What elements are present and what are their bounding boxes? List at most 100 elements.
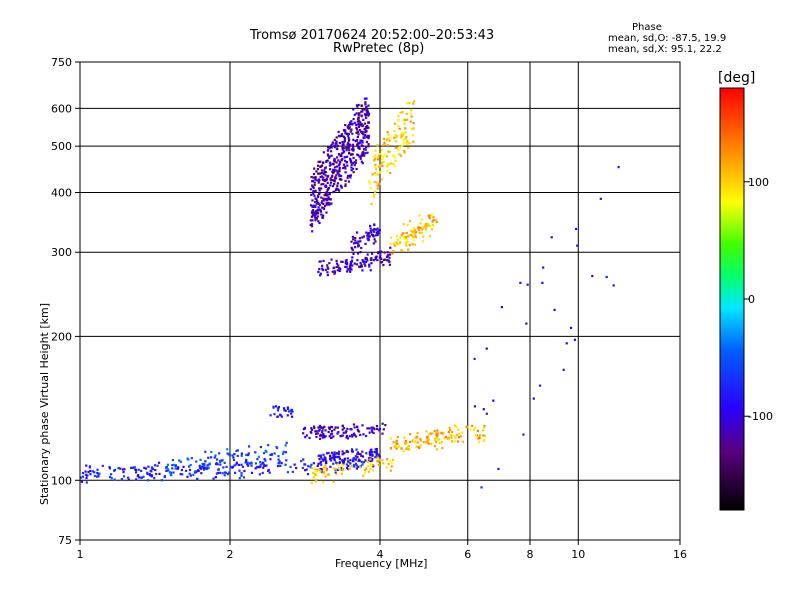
data-point [342, 150, 346, 153]
data-point [208, 462, 211, 465]
data-point [334, 142, 337, 145]
data-point [346, 164, 349, 167]
data-point [394, 159, 397, 162]
data-point [365, 452, 368, 455]
data-point [328, 155, 331, 158]
data-point [341, 260, 344, 264]
data-point [256, 458, 259, 461]
x-tick-label: 8 [527, 548, 534, 561]
data-point [402, 132, 405, 135]
data-point [419, 439, 423, 442]
data-point [377, 156, 380, 159]
data-point [347, 141, 350, 144]
data-point [359, 124, 362, 127]
data-point [333, 456, 336, 459]
data-point [413, 232, 416, 235]
data-point [340, 466, 343, 470]
data-point [333, 170, 336, 173]
data-point [95, 475, 99, 478]
data-point [315, 170, 318, 173]
data-point [323, 471, 326, 474]
data-point [338, 174, 341, 177]
data-point [358, 147, 361, 150]
data-point [315, 199, 319, 203]
data-point [341, 453, 344, 456]
data-point [342, 163, 346, 166]
data-point [340, 174, 343, 178]
data-point [399, 236, 402, 239]
data-point [227, 471, 231, 474]
data-point [405, 141, 408, 144]
data-point [236, 449, 239, 452]
data-point [402, 134, 405, 137]
data-point [291, 470, 294, 473]
data-point [414, 235, 417, 238]
data-point [373, 238, 376, 241]
data-point [369, 454, 372, 457]
data-point [340, 154, 343, 158]
data-point [367, 470, 370, 473]
data-point [367, 457, 371, 460]
data-point [362, 133, 365, 136]
data-point [189, 463, 192, 467]
data-point [345, 466, 349, 469]
data-point [182, 465, 185, 468]
data-point [333, 157, 336, 160]
data-point [474, 433, 478, 437]
data-point [343, 427, 346, 430]
data-point [453, 440, 456, 443]
data-point [348, 123, 351, 126]
data-point [338, 189, 341, 192]
data-point [346, 437, 350, 440]
data-point [174, 467, 177, 470]
data-point [350, 268, 353, 271]
data-point [403, 235, 406, 239]
data-point [304, 469, 307, 472]
data-point [329, 150, 333, 153]
data-point [340, 472, 343, 475]
data-point [321, 200, 324, 203]
data-point [371, 234, 375, 237]
data-point [365, 257, 368, 260]
data-point [330, 146, 333, 149]
data-point [356, 135, 359, 139]
data-point [569, 326, 573, 329]
data-point [574, 227, 578, 231]
series-es-o-trace-112-km [317, 447, 381, 465]
data-point [349, 121, 352, 124]
data-point [347, 136, 350, 139]
data-point [290, 412, 293, 415]
data-point [370, 231, 373, 234]
data-point [482, 434, 485, 437]
data-point [404, 127, 407, 130]
data-point [342, 431, 345, 434]
data-point [405, 112, 408, 116]
data-point [312, 192, 315, 195]
data-point [329, 458, 332, 461]
data-point [310, 481, 313, 485]
data-point [400, 133, 403, 136]
data-point [359, 139, 362, 142]
data-point [426, 225, 430, 228]
data-point [399, 240, 402, 244]
data-point [367, 126, 370, 129]
data-point [405, 136, 408, 139]
data-point [332, 163, 335, 166]
data-point [336, 172, 339, 175]
data-point [357, 125, 361, 129]
data-point [322, 481, 325, 484]
data-point [305, 468, 308, 471]
data-point [409, 433, 412, 436]
data-point [591, 274, 594, 278]
data-point [246, 461, 249, 464]
data-point [332, 455, 336, 458]
data-point [398, 242, 401, 245]
data-point [317, 202, 320, 205]
data-point [325, 211, 328, 214]
data-point [377, 155, 380, 158]
data-point [447, 437, 450, 440]
data-point [410, 115, 413, 118]
data-point [395, 235, 398, 238]
data-point [357, 465, 360, 468]
data-point [262, 466, 265, 469]
